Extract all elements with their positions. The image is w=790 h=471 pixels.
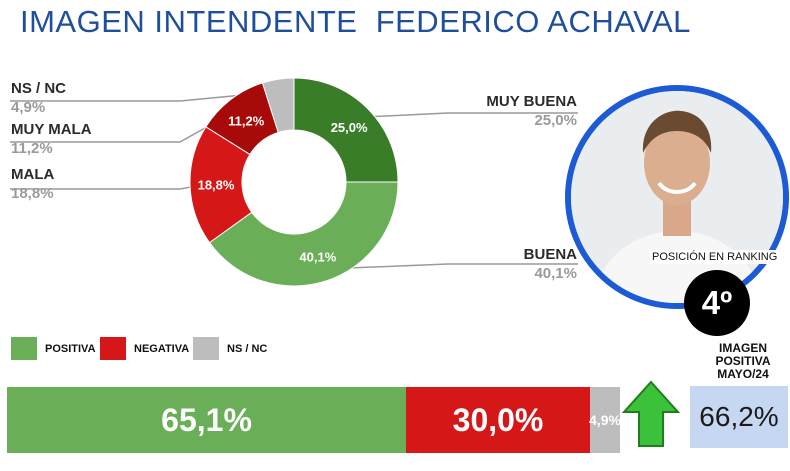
label-buena-name: BUENA bbox=[523, 246, 577, 263]
label-mala-name: MALA bbox=[11, 166, 55, 183]
donut-slice-label: 25,0% bbox=[331, 120, 368, 135]
donut-slice-labels: 25,0% 40,1% 18,8% 11,2% bbox=[198, 113, 368, 264]
label-mala-value: 18,8% bbox=[11, 185, 54, 202]
label-ns-nc-name: NS / NC bbox=[11, 80, 67, 97]
legend-item-ns-nc: NS / NC bbox=[193, 337, 267, 360]
legend-swatch-ns-nc bbox=[193, 337, 219, 360]
leader-line bbox=[358, 112, 578, 119]
label-buena-value: 40,1% bbox=[534, 265, 577, 282]
label-muy-mala-value: 11,2% bbox=[11, 140, 53, 157]
legend-swatch-positiva bbox=[11, 337, 37, 360]
page-title: IMAGEN INTENDENTE FEDERICO ACHAVAL bbox=[20, 4, 691, 39]
ranking-badge: 4º bbox=[684, 270, 750, 336]
legend-label-ns-nc: NS / NC bbox=[227, 342, 268, 355]
label-mala: MALA 18,8% bbox=[11, 166, 54, 202]
green-up-arrow-icon bbox=[622, 380, 680, 447]
donut-slices bbox=[189, 77, 399, 287]
imagen-positiva-label: IMAGEN POSITIVA MAYO/24 bbox=[700, 342, 786, 381]
label-ns-nc-value: 4,9% bbox=[11, 99, 46, 116]
bar-segment-positiva: 65,1% bbox=[7, 387, 407, 453]
legend-item-positiva: POSITIVA bbox=[11, 337, 96, 360]
bar-segment-negativa: 30,0% bbox=[406, 387, 590, 453]
imagen-positiva-line-2: POSITIVA bbox=[715, 354, 771, 368]
donut-slice-label: 40,1% bbox=[299, 249, 336, 264]
imagen-positiva-value: 66,2% bbox=[690, 386, 788, 448]
donut-slice-muy-buena bbox=[293, 77, 399, 183]
stacked-bar: 65,1% 30,0% 4,9% bbox=[7, 387, 621, 453]
person-silhouette-icon bbox=[571, 91, 783, 303]
donut-slice-label: 18,8% bbox=[198, 177, 235, 192]
donut-chart: 25,0% 40,1% 18,8% 11,2% bbox=[10, 77, 578, 287]
label-muy-mala-name: MUY MALA bbox=[11, 121, 92, 138]
donut-slice-ns-nc bbox=[261, 77, 295, 134]
legend-label-positiva: POSITIVA bbox=[45, 342, 96, 355]
label-buena: BUENA 40,1% bbox=[440, 246, 577, 282]
ranking-label: POSICIÓN EN RANKING bbox=[650, 250, 780, 264]
imagen-positiva-line-3: MAYO/24 bbox=[717, 367, 769, 381]
legend-swatch-negativa bbox=[100, 337, 126, 360]
label-muy-buena-name: MUY BUENA bbox=[486, 93, 577, 110]
legend-item-negativa: NEGATIVA bbox=[100, 337, 189, 360]
label-ns-nc: NS / NC 4,9% bbox=[11, 80, 66, 116]
leader-line bbox=[321, 263, 578, 270]
label-muy-buena: MUY BUENA 25,0% bbox=[440, 93, 577, 129]
bar-segment-ns-nc: 4,9% bbox=[589, 387, 621, 453]
portrait-photo bbox=[565, 85, 789, 309]
legend-label-negativa: NEGATIVA bbox=[134, 342, 190, 355]
label-muy-buena-value: 25,0% bbox=[534, 112, 577, 129]
label-muy-mala: MUY MALA 11,2% bbox=[11, 121, 92, 157]
donut-slice-buena bbox=[208, 181, 399, 287]
donut-slice-label: 11,2% bbox=[228, 113, 265, 128]
imagen-positiva-line-1: IMAGEN bbox=[719, 341, 767, 355]
